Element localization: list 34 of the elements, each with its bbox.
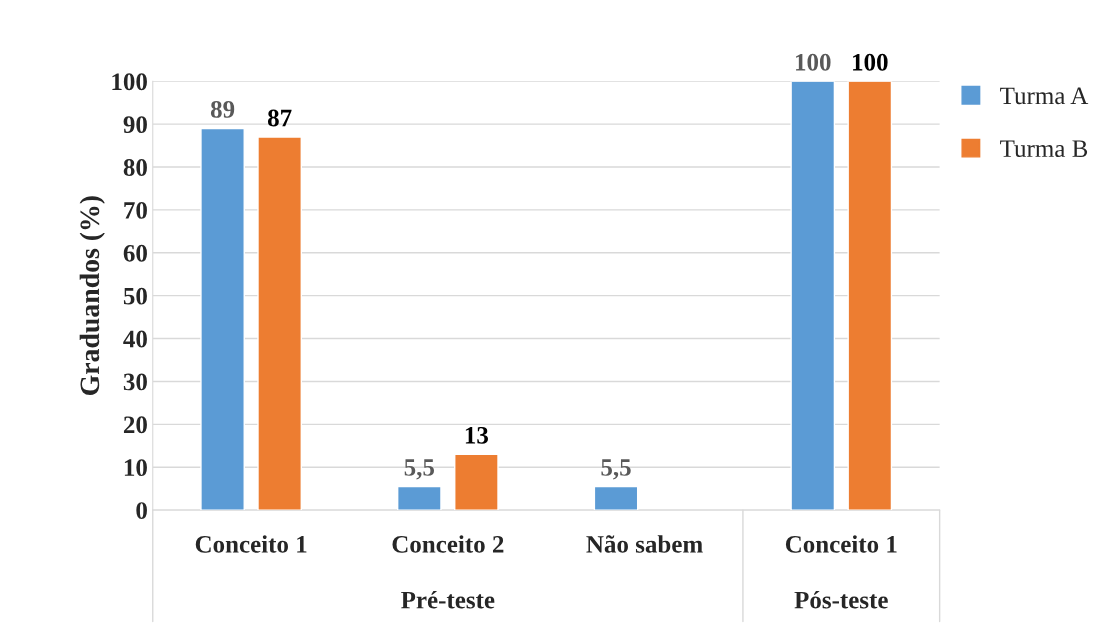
y-tick-label: 50 <box>123 287 147 305</box>
y-axis-title: Graduandos (%) <box>79 196 105 396</box>
bar <box>454 453 499 511</box>
data-label: 5,5 <box>404 459 435 480</box>
x-tick-label: Conceito 2 <box>392 535 504 553</box>
y-tick-label: 80 <box>123 159 147 176</box>
y-tick-label: 10 <box>124 459 147 477</box>
data-label: 100 <box>796 53 831 71</box>
bar <box>257 136 302 511</box>
bar <box>847 81 893 511</box>
data-label: 87 <box>267 109 292 127</box>
x-tick-label: Não sabem <box>586 535 703 553</box>
y-tick-label: 100 <box>112 73 147 91</box>
text: Pós-teste <box>794 590 888 609</box>
y-tick-label: 70 <box>124 201 147 219</box>
y-tick-label: 0 <box>136 502 147 519</box>
x-tick-label: Conceito 1 <box>785 535 897 553</box>
text: Pré-teste <box>401 590 495 609</box>
data-label: 100 <box>853 53 888 71</box>
bar <box>200 127 245 511</box>
y-tick-label: 60 <box>123 244 147 262</box>
y-tick-label: 30 <box>123 373 147 391</box>
data-label: 5,5 <box>601 459 631 480</box>
data-label: 89 <box>210 100 235 118</box>
legend-label: Turma B <box>1000 140 1088 158</box>
legend-label: Turma A <box>1000 87 1089 105</box>
data-label: 13 <box>465 426 489 444</box>
y-tick-label: 90 <box>123 116 147 134</box>
x-tick-label: Conceito 1 <box>195 535 307 553</box>
bar <box>790 81 836 511</box>
y-tick-label: 40 <box>123 330 147 348</box>
y-tick-label: 20 <box>123 416 147 434</box>
bar <box>593 485 639 511</box>
bar <box>396 485 442 511</box>
